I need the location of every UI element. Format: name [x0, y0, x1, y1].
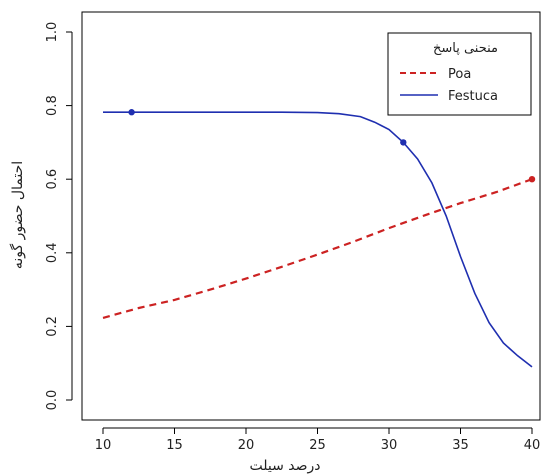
y-tick-label: 0.8	[45, 95, 60, 116]
x-tick-label: 35	[452, 438, 469, 453]
points-layer	[128, 109, 536, 183]
x-axis-title: درصد سیلت	[249, 458, 320, 474]
y-tick-label: 0.4	[45, 242, 60, 263]
x-axis: 10 15 20 25 30 35 40	[95, 427, 541, 453]
plot-frame	[81, 11, 541, 421]
series-layer	[102, 111, 533, 368]
x-tick-label: 30	[381, 438, 398, 453]
series-line-festuca	[103, 111, 533, 368]
x-tick-label: 25	[309, 438, 326, 453]
legend: منحنی پاسخ Poa Festuca	[387, 32, 532, 116]
data-point	[128, 109, 135, 116]
legend-title: منحنی پاسخ	[433, 41, 498, 56]
y-tick-label: 0.2	[45, 316, 60, 337]
data-point	[400, 139, 407, 146]
series-line-poa	[102, 178, 533, 319]
data-point	[528, 176, 536, 183]
y-axis-title: احتمال حضور گونه	[9, 161, 26, 269]
y-tick-label: 1.0	[45, 22, 60, 43]
legend-label-poa: Poa	[448, 67, 471, 82]
x-tick-label: 15	[166, 438, 183, 453]
x-tick-label: 20	[238, 438, 255, 453]
y-tick-label: 0.0	[45, 390, 60, 411]
x-tick-label: 10	[95, 438, 112, 453]
legend-label-festuca: Festuca	[448, 89, 498, 104]
y-tick-label: 0.6	[45, 169, 60, 190]
y-axis: 0.0 0.2 0.4 0.6 0.8 1.0	[45, 22, 73, 411]
x-tick-label: 40	[524, 438, 541, 453]
